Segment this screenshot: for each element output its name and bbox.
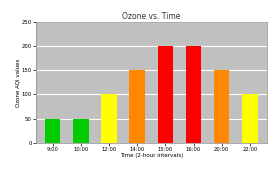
Bar	[101, 94, 117, 143]
X-axis label: Time (2-hour intervals): Time (2-hour intervals)	[120, 153, 183, 158]
Bar	[130, 70, 145, 143]
Bar	[214, 70, 229, 143]
Title: Ozone vs. Time: Ozone vs. Time	[122, 12, 180, 21]
Bar	[186, 46, 201, 143]
Y-axis label: Ozone AQI values: Ozone AQI values	[15, 58, 20, 107]
Bar	[45, 119, 60, 143]
Bar	[158, 46, 173, 143]
Bar	[73, 119, 89, 143]
Bar	[242, 94, 258, 143]
